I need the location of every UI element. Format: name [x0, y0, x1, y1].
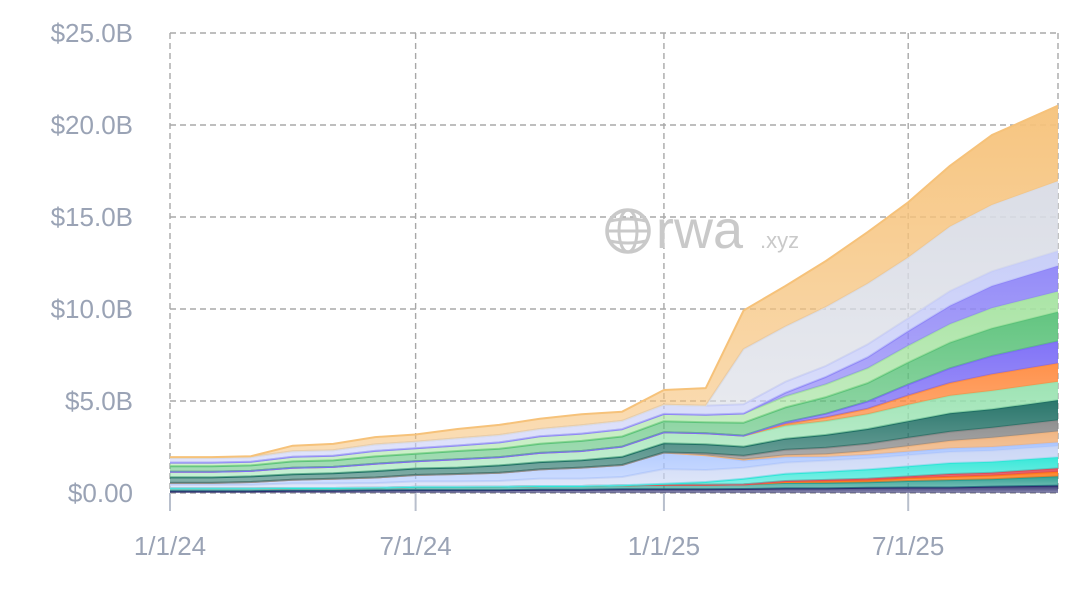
x-tick-label: 7/1/24 — [379, 531, 451, 561]
globe-icon — [605, 208, 651, 254]
watermark: rwa .xyz — [605, 200, 799, 260]
y-tick-label: $20.0B — [51, 110, 133, 140]
y-tick-label: $5.0B — [65, 386, 133, 416]
series-area — [170, 400, 1058, 483]
series-line — [170, 104, 1059, 459]
series-area — [170, 446, 1058, 489]
series-area — [170, 442, 1058, 485]
watermark-brand: rwa — [656, 200, 744, 260]
series-area — [170, 181, 1058, 458]
y-tick-label: $10.0B — [51, 294, 133, 324]
axis-ticks: $0.00 $5.0B $10.0B $15.0B $20.0B $25.0B 1/1/24… — [51, 18, 945, 561]
y-tick-label: $15.0B — [51, 202, 133, 232]
x-tick-label: 1/1/25 — [628, 531, 700, 561]
series-area — [170, 457, 1058, 489]
series-area — [170, 311, 1058, 472]
y-tick-label: $0.00 — [68, 478, 133, 508]
x-tick-label: 1/1/24 — [134, 531, 206, 561]
x-tick-label: 7/1/25 — [872, 531, 944, 561]
series-area — [170, 291, 1058, 467]
area-series — [170, 104, 1059, 493]
watermark-suffix: .xyz — [760, 228, 799, 253]
y-tick-label: $25.0B — [51, 18, 133, 48]
